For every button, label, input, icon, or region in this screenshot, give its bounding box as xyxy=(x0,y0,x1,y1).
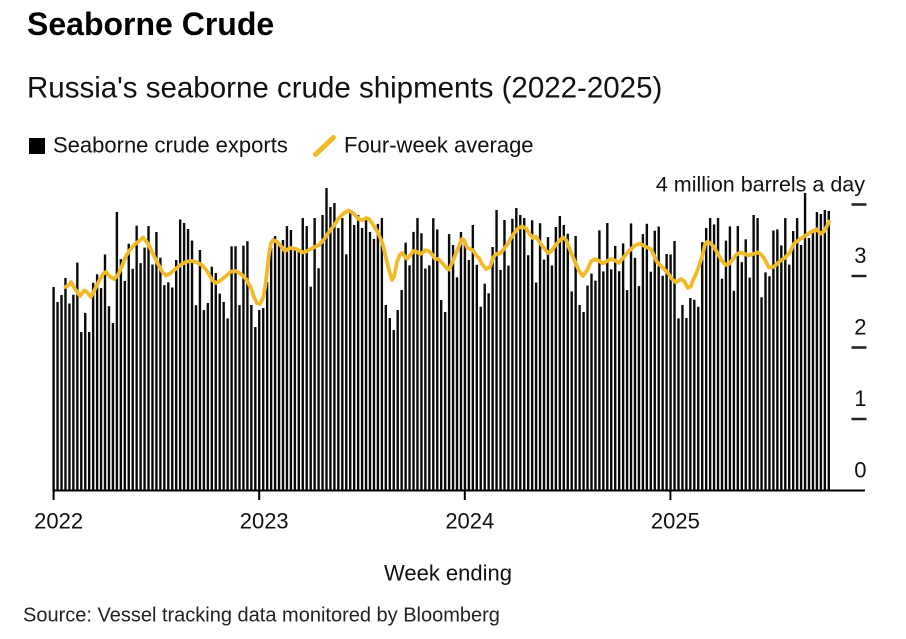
svg-text:2023: 2023 xyxy=(240,509,289,534)
svg-text:Russia's seaborne crude shipme: Russia's seaborne crude shipments (2022-… xyxy=(27,72,662,105)
svg-text:4 million barrels a day: 4 million barrels a day xyxy=(656,173,865,197)
svg-text:Four-week average: Four-week average xyxy=(344,133,534,158)
svg-text:2: 2 xyxy=(854,315,866,340)
svg-text:2025: 2025 xyxy=(651,509,700,534)
svg-text:0: 0 xyxy=(854,458,866,483)
svg-text:2022: 2022 xyxy=(34,509,83,534)
svg-text:3: 3 xyxy=(854,243,866,268)
svg-text:Seaborne Crude: Seaborne Crude xyxy=(27,6,274,42)
svg-text:Seaborne crude exports: Seaborne crude exports xyxy=(53,133,288,158)
svg-text:1: 1 xyxy=(854,386,866,411)
svg-text:Source: Vessel tracking data m: Source: Vessel tracking data monitored b… xyxy=(23,605,500,627)
svg-text:Week ending: Week ending xyxy=(384,561,512,586)
svg-text:2024: 2024 xyxy=(445,509,494,534)
